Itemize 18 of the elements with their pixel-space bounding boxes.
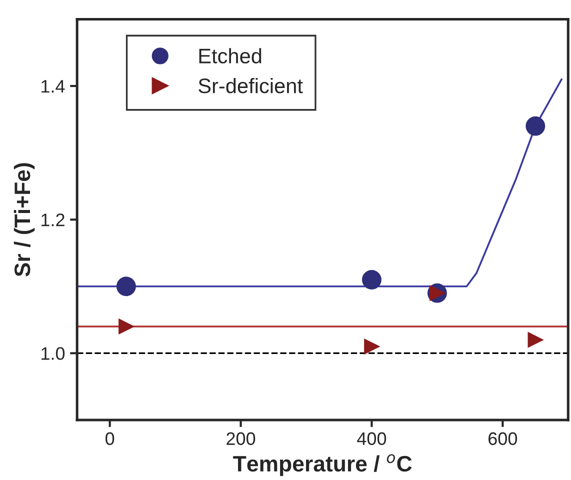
y-axis-title: Sr / (Ti+Fe) xyxy=(14,163,35,276)
x-tick-label: 400 xyxy=(357,432,386,446)
line-series xyxy=(77,78,563,288)
point xyxy=(364,338,380,354)
y-tick-label: 1.4 xyxy=(42,80,65,93)
point xyxy=(118,318,134,334)
point xyxy=(526,116,546,136)
x-tick-label: 0 xyxy=(106,432,114,446)
x-tick-label: 200 xyxy=(226,432,256,446)
point xyxy=(528,332,544,348)
x-axis-title: Temperature / $^{o}$C xyxy=(233,454,412,476)
y-tick-label: 1.0 xyxy=(42,347,65,360)
y-tick-label: 1.2 xyxy=(42,214,64,226)
legend-label: Etched xyxy=(199,48,262,64)
point xyxy=(362,270,382,290)
point xyxy=(116,276,136,296)
x-tick-label: 600 xyxy=(488,432,518,446)
legend-label: Sr-deficient xyxy=(198,78,303,94)
